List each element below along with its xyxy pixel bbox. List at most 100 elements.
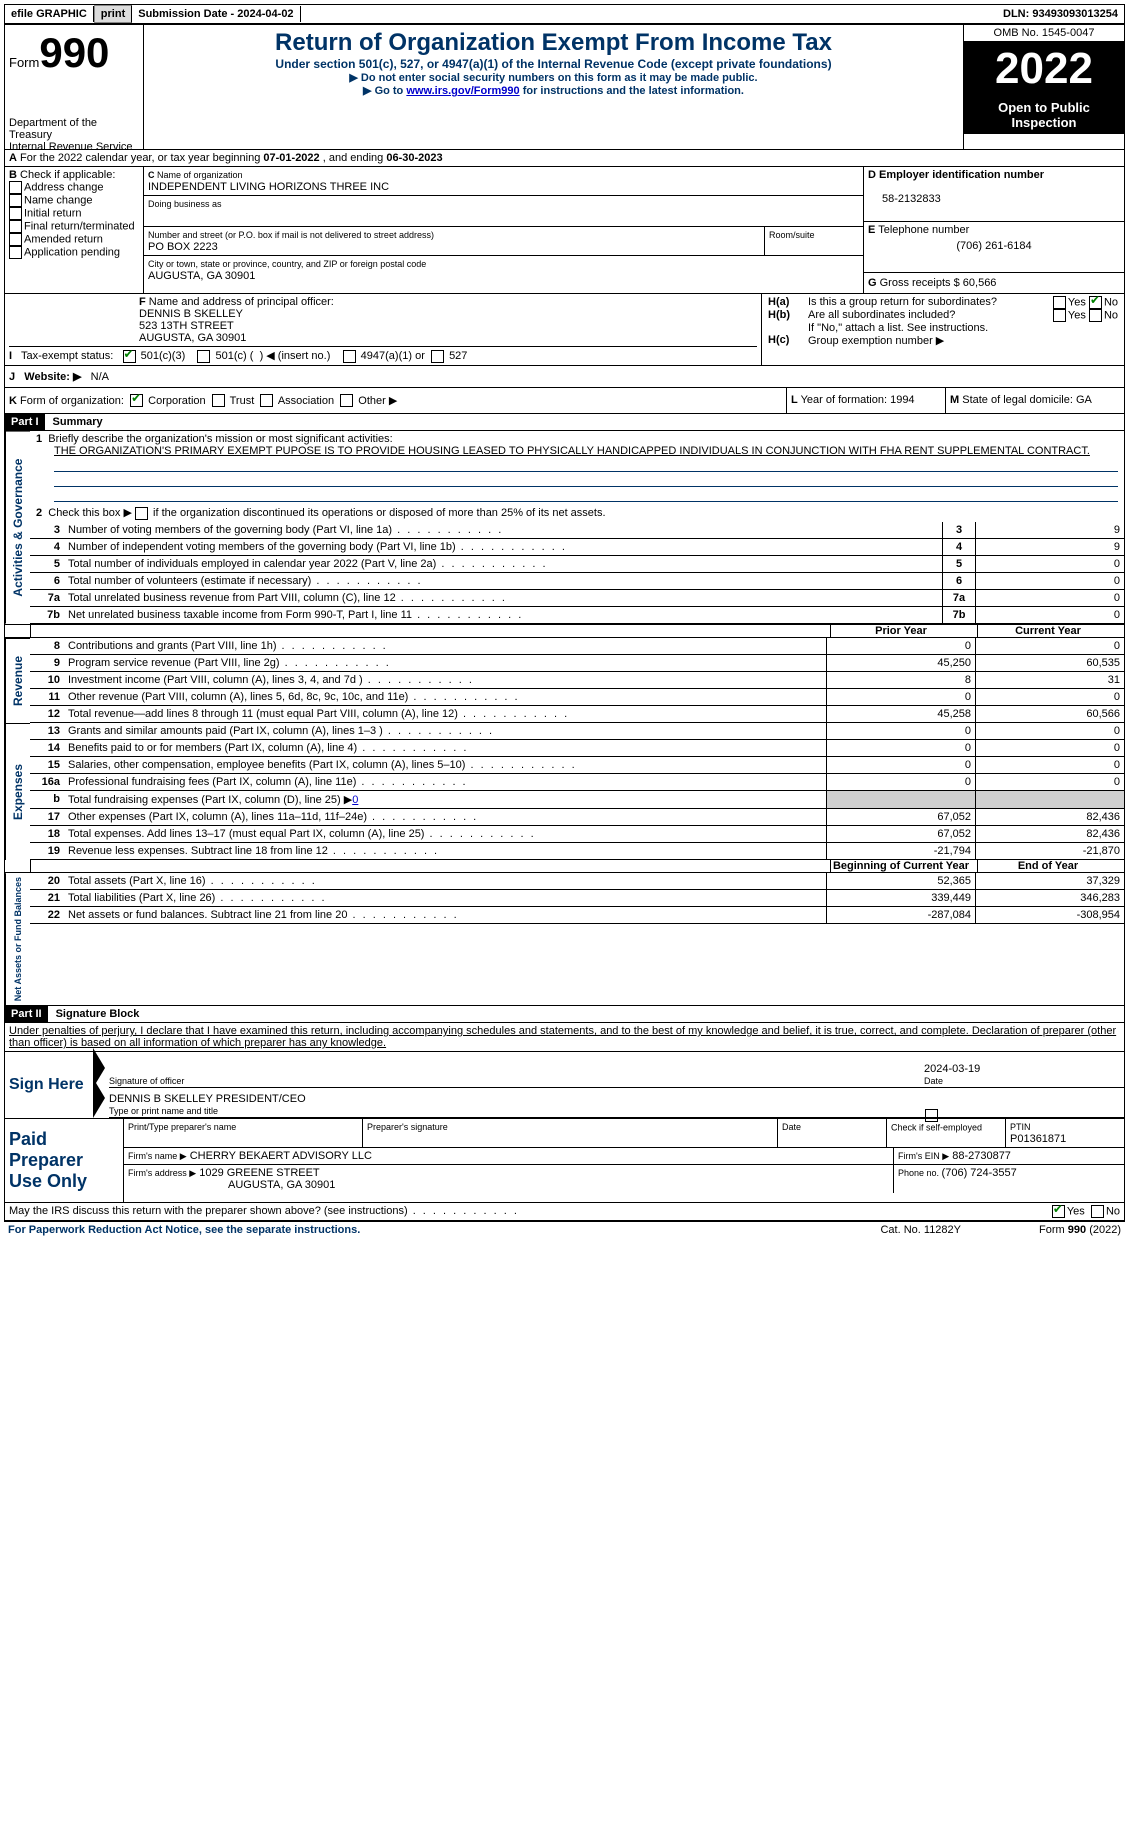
city-label: City or town, state or province, country… [148,259,426,269]
website-row: J Website: ▶ N/A [4,366,1125,388]
part1: Part ISummary Activities & Governance 1 … [4,414,1125,1006]
opt-assoc: Association [278,395,334,407]
yes-label: Yes [1067,1205,1085,1217]
officer-printed: DENNIS B SKELLEY PRESIDENT/CEO [109,1093,306,1105]
room-label: Room/suite [769,230,815,240]
net-table: 20Total assets (Part X, line 16)52,36537… [30,873,1124,924]
cb-selfemp[interactable] [925,1109,938,1122]
cb-amended[interactable] [9,233,22,246]
officer-addr2: AUGUSTA, GA 30901 [139,332,246,344]
col-end: End of Year [977,860,1124,872]
submission-date: 2024-04-02 [237,8,293,20]
opt-other: Other ▶ [358,395,397,407]
opt-corp: Corporation [148,395,205,407]
omb-number: OMB No. 1545-0047 [964,25,1124,42]
domicile-val: GA [1076,394,1092,406]
section-governance: Activities & Governance [5,431,30,624]
cb-address-change[interactable] [9,181,22,194]
cb-discontinued[interactable] [135,507,148,520]
cb-4947[interactable] [343,350,356,363]
firm-addr1: 1029 GREENE STREET [199,1167,319,1179]
gross-value: 60,566 [963,277,997,289]
sig-officer-label: Signature of officer [109,1076,184,1086]
line2-post: if the organization discontinued its ope… [153,507,606,519]
letter-c: C [148,170,155,180]
boxb-label: Check if applicable: [20,169,115,181]
boxb-item0: Address change [24,181,104,193]
col-current: Current Year [977,625,1124,637]
cb-assoc[interactable] [260,394,273,407]
form-header: Form990 Department of the Treasury Inter… [4,24,1125,150]
cb-ha-no[interactable] [1089,296,1102,309]
table-row: 5Total number of individuals employed in… [30,555,1124,572]
gross-label: Gross receipts $ [880,277,960,289]
firm-name-label: Firm's name ▶ [128,1151,187,1161]
entity-block: B Check if applicable: Address change Na… [4,167,1125,294]
cb-ha-yes[interactable] [1053,296,1066,309]
table-row: 10Investment income (Part VIII, column (… [30,671,1124,688]
opt-4947: 4947(a)(1) or [361,350,425,362]
table-row: 3Number of voting members of the governi… [30,522,1124,539]
cb-final-return[interactable] [9,220,22,233]
cb-other[interactable] [340,394,353,407]
dept-label: Department of the Treasury [9,117,139,141]
yearform-val: 1994 [890,394,914,406]
cb-hb-yes[interactable] [1053,309,1066,322]
firm-phone-label: Phone no. [898,1168,942,1178]
footer-left: For Paperwork Reduction Act Notice, see … [8,1224,880,1236]
irs-link[interactable]: www.irs.gov/Form990 [406,85,519,97]
no-label: No [1106,1205,1120,1217]
cb-initial-return[interactable] [9,207,22,220]
opt-trust: Trust [230,395,255,407]
rev-table: 8Contributions and grants (Part VIII, li… [30,638,1124,723]
cb-app-pending[interactable] [9,246,22,259]
addr-label: Number and street (or P.O. box if mail i… [148,230,434,240]
ptin-value: P01361871 [1010,1133,1066,1145]
cb-corp[interactable] [130,394,143,407]
footer-right: Form 990 (2022) [961,1224,1121,1236]
print-button[interactable]: print [94,5,132,23]
arrow-icon [93,1078,105,1118]
cb-501c3[interactable] [123,350,136,363]
section-revenue: Revenue [5,638,30,723]
period-pre: For the 2022 calendar year, or tax year … [20,152,263,164]
table-row: 22Net assets or fund balances. Subtract … [30,906,1124,923]
table-row: 13Grants and similar amounts paid (Part … [30,723,1124,740]
cb-discuss-yes[interactable] [1052,1205,1065,1218]
officer-addr1: 523 13TH STREET [139,320,234,332]
boxb-item1: Name change [24,194,93,206]
cb-name-change[interactable] [9,194,22,207]
cb-trust[interactable] [212,394,225,407]
gov-table: 3Number of voting members of the governi… [30,522,1124,624]
discuss-text: May the IRS discuss this return with the… [9,1205,408,1217]
cb-501c[interactable] [197,350,210,363]
discuss-row: May the IRS discuss this return with the… [5,1203,1124,1220]
h-note: If "No," attach a list. See instructions… [768,322,1118,334]
sig-date-val: 2024-03-19 [924,1063,980,1075]
cb-discuss-no[interactable] [1091,1205,1104,1218]
form-subtitle: Under section 501(c), 527, or 4947(a)(1)… [152,57,955,71]
ha-label: Is this a group return for subordinates? [808,296,1053,309]
section-netassets: Net Assets or Fund Balances [5,873,30,1005]
letter-e: E [868,224,875,236]
efile-label: efile GRAPHIC [11,8,87,20]
boxb-item4: Amended return [24,233,103,245]
cb-527[interactable] [431,350,444,363]
form-word: Form [9,55,39,70]
part2-header: Part II [5,1006,48,1022]
page-footer: For Paperwork Reduction Act Notice, see … [4,1221,1125,1238]
tax-period: A For the 2022 calendar year, or tax yea… [4,150,1125,167]
table-row: 7aTotal unrelated business revenue from … [30,589,1124,606]
table-row: 9Program service revenue (Part VIII, lin… [30,654,1124,671]
tax-year: 2022 [964,42,1124,96]
firm-name: CHERRY BEKAERT ADVISORY LLC [190,1150,372,1162]
org-city: AUGUSTA, GA 30901 [148,270,255,282]
mission-text: THE ORGANIZATION'S PRIMARY EXEMPT PUPOSE… [54,445,1118,457]
table-row: 20Total assets (Part X, line 16)52,36537… [30,873,1124,890]
exp-table: 13Grants and similar amounts paid (Part … [30,723,1124,860]
cb-hb-no[interactable] [1089,309,1102,322]
penalty-text: Under penalties of perjury, I declare th… [5,1023,1124,1052]
preparer-block: Paid Preparer Use Only Print/Type prepar… [5,1119,1124,1203]
letter-hb: H(b) [768,309,790,321]
form-title: Return of Organization Exempt From Incom… [152,29,955,57]
